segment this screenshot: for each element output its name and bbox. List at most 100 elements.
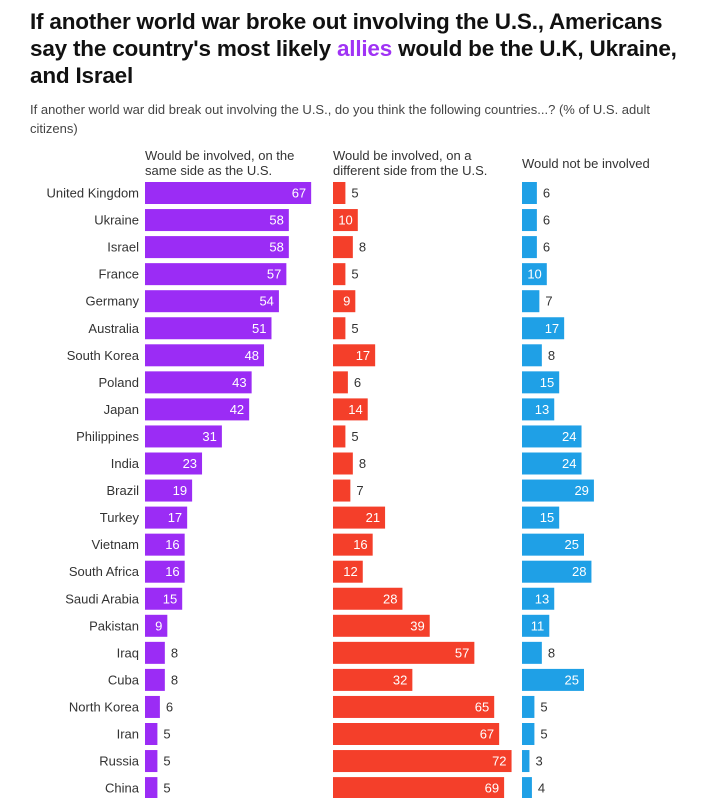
category-label: Iraq xyxy=(117,645,139,660)
bar-1 xyxy=(333,452,353,475)
data-label: 28 xyxy=(572,564,586,579)
bar-2 xyxy=(522,452,582,475)
data-label: 24 xyxy=(562,429,576,444)
data-label: 5 xyxy=(351,186,358,201)
data-label: 32 xyxy=(393,672,407,687)
data-label: 51 xyxy=(252,321,266,336)
data-label: 15 xyxy=(163,591,177,606)
bar-2 xyxy=(522,668,584,691)
series-header-same-side: Would be involved, on the same side as t… xyxy=(145,148,295,178)
data-label: 6 xyxy=(354,375,361,390)
bar-0 xyxy=(145,777,158,798)
bar-1 xyxy=(333,668,413,691)
data-label: 7 xyxy=(356,483,363,498)
data-label: 23 xyxy=(183,456,197,471)
data-label: 25 xyxy=(565,537,579,552)
title-text: If another world war broke out involving… xyxy=(30,9,663,61)
bar-2 xyxy=(522,641,542,664)
data-label: 8 xyxy=(359,456,366,471)
data-label: 9 xyxy=(155,618,162,633)
bar-1 xyxy=(333,236,353,259)
chart-subtitle: If another world war did break out invol… xyxy=(30,102,650,136)
bar-0 xyxy=(145,506,188,529)
bar-1 xyxy=(333,587,403,610)
data-label: 72 xyxy=(492,754,506,769)
data-label: 11 xyxy=(531,618,545,633)
title-highlight: allies xyxy=(336,36,393,61)
data-label: 5 xyxy=(351,429,358,444)
data-label: 13 xyxy=(535,402,549,417)
category-label: China xyxy=(105,781,140,796)
bar-2 xyxy=(522,777,532,798)
bar-0 xyxy=(145,371,252,394)
data-label: 6 xyxy=(543,213,550,228)
category-label: South Africa xyxy=(69,564,140,579)
bar-1 xyxy=(333,425,346,448)
category-label: Brazil xyxy=(106,483,139,498)
bar-2 xyxy=(522,263,547,286)
category-label: Russia xyxy=(99,754,140,769)
bar-1 xyxy=(333,750,512,773)
bar-2 xyxy=(522,209,537,232)
bar-0 xyxy=(145,398,250,421)
bar-2 xyxy=(522,614,550,637)
bar-0 xyxy=(145,479,193,502)
data-label: 29 xyxy=(574,483,588,498)
bar-1 xyxy=(333,533,373,556)
bar-1 xyxy=(333,398,368,421)
bar-0 xyxy=(145,236,289,259)
data-label: 15 xyxy=(540,510,554,525)
bar-2 xyxy=(522,506,560,529)
bar-1 xyxy=(333,209,358,232)
bar-2 xyxy=(522,750,530,773)
data-label: 16 xyxy=(165,537,179,552)
data-label: 42 xyxy=(230,402,244,417)
bar-2 xyxy=(522,317,565,340)
bar-2 xyxy=(522,560,592,583)
bar-2 xyxy=(522,425,582,448)
bar-0 xyxy=(145,533,185,556)
bar-0 xyxy=(145,425,222,448)
data-label: 65 xyxy=(475,699,489,714)
data-label: 17 xyxy=(356,348,370,363)
bar-0 xyxy=(145,290,279,313)
bar-0 xyxy=(145,452,203,475)
category-label: North Korea xyxy=(69,699,140,714)
bar-2 xyxy=(522,587,555,610)
category-label: Ukraine xyxy=(94,213,139,228)
category-label: Saudi Arabia xyxy=(65,591,139,606)
chart-title: If another world war broke out involving… xyxy=(30,8,700,89)
data-label: 6 xyxy=(166,699,173,714)
bar-1 xyxy=(333,560,363,583)
category-label: Japan xyxy=(104,402,139,417)
bar-0 xyxy=(145,560,185,583)
title-text-end: would be the U.K, Ukraine, and Israel xyxy=(30,36,677,88)
bar-0 xyxy=(145,750,158,773)
data-label: 6 xyxy=(543,240,550,255)
data-label: 5 xyxy=(540,727,547,742)
data-label: 69 xyxy=(485,781,499,796)
series-header-not-involved: Would not be involved xyxy=(522,156,650,171)
bar-2 xyxy=(522,182,537,204)
data-label: 10 xyxy=(338,213,352,228)
data-label: 16 xyxy=(165,564,179,579)
bar-1 xyxy=(333,317,346,340)
category-label: Poland xyxy=(99,375,139,390)
bar-0 xyxy=(145,317,272,340)
bar-1 xyxy=(333,344,376,367)
bar-2 xyxy=(522,479,594,502)
data-label: 14 xyxy=(348,402,362,417)
data-label: 67 xyxy=(480,727,494,742)
data-label: 54 xyxy=(259,294,273,309)
bar-1 xyxy=(333,263,346,286)
data-label: 17 xyxy=(545,321,559,336)
data-label: 12 xyxy=(343,564,357,579)
bar-1 xyxy=(333,614,430,637)
category-label: Germany xyxy=(86,294,140,309)
bar-0 xyxy=(145,723,158,745)
data-label: 13 xyxy=(535,591,549,606)
bar-1 xyxy=(333,506,386,529)
bar-2 xyxy=(522,290,540,313)
data-label: 4 xyxy=(538,781,545,796)
data-label: 5 xyxy=(351,267,358,282)
